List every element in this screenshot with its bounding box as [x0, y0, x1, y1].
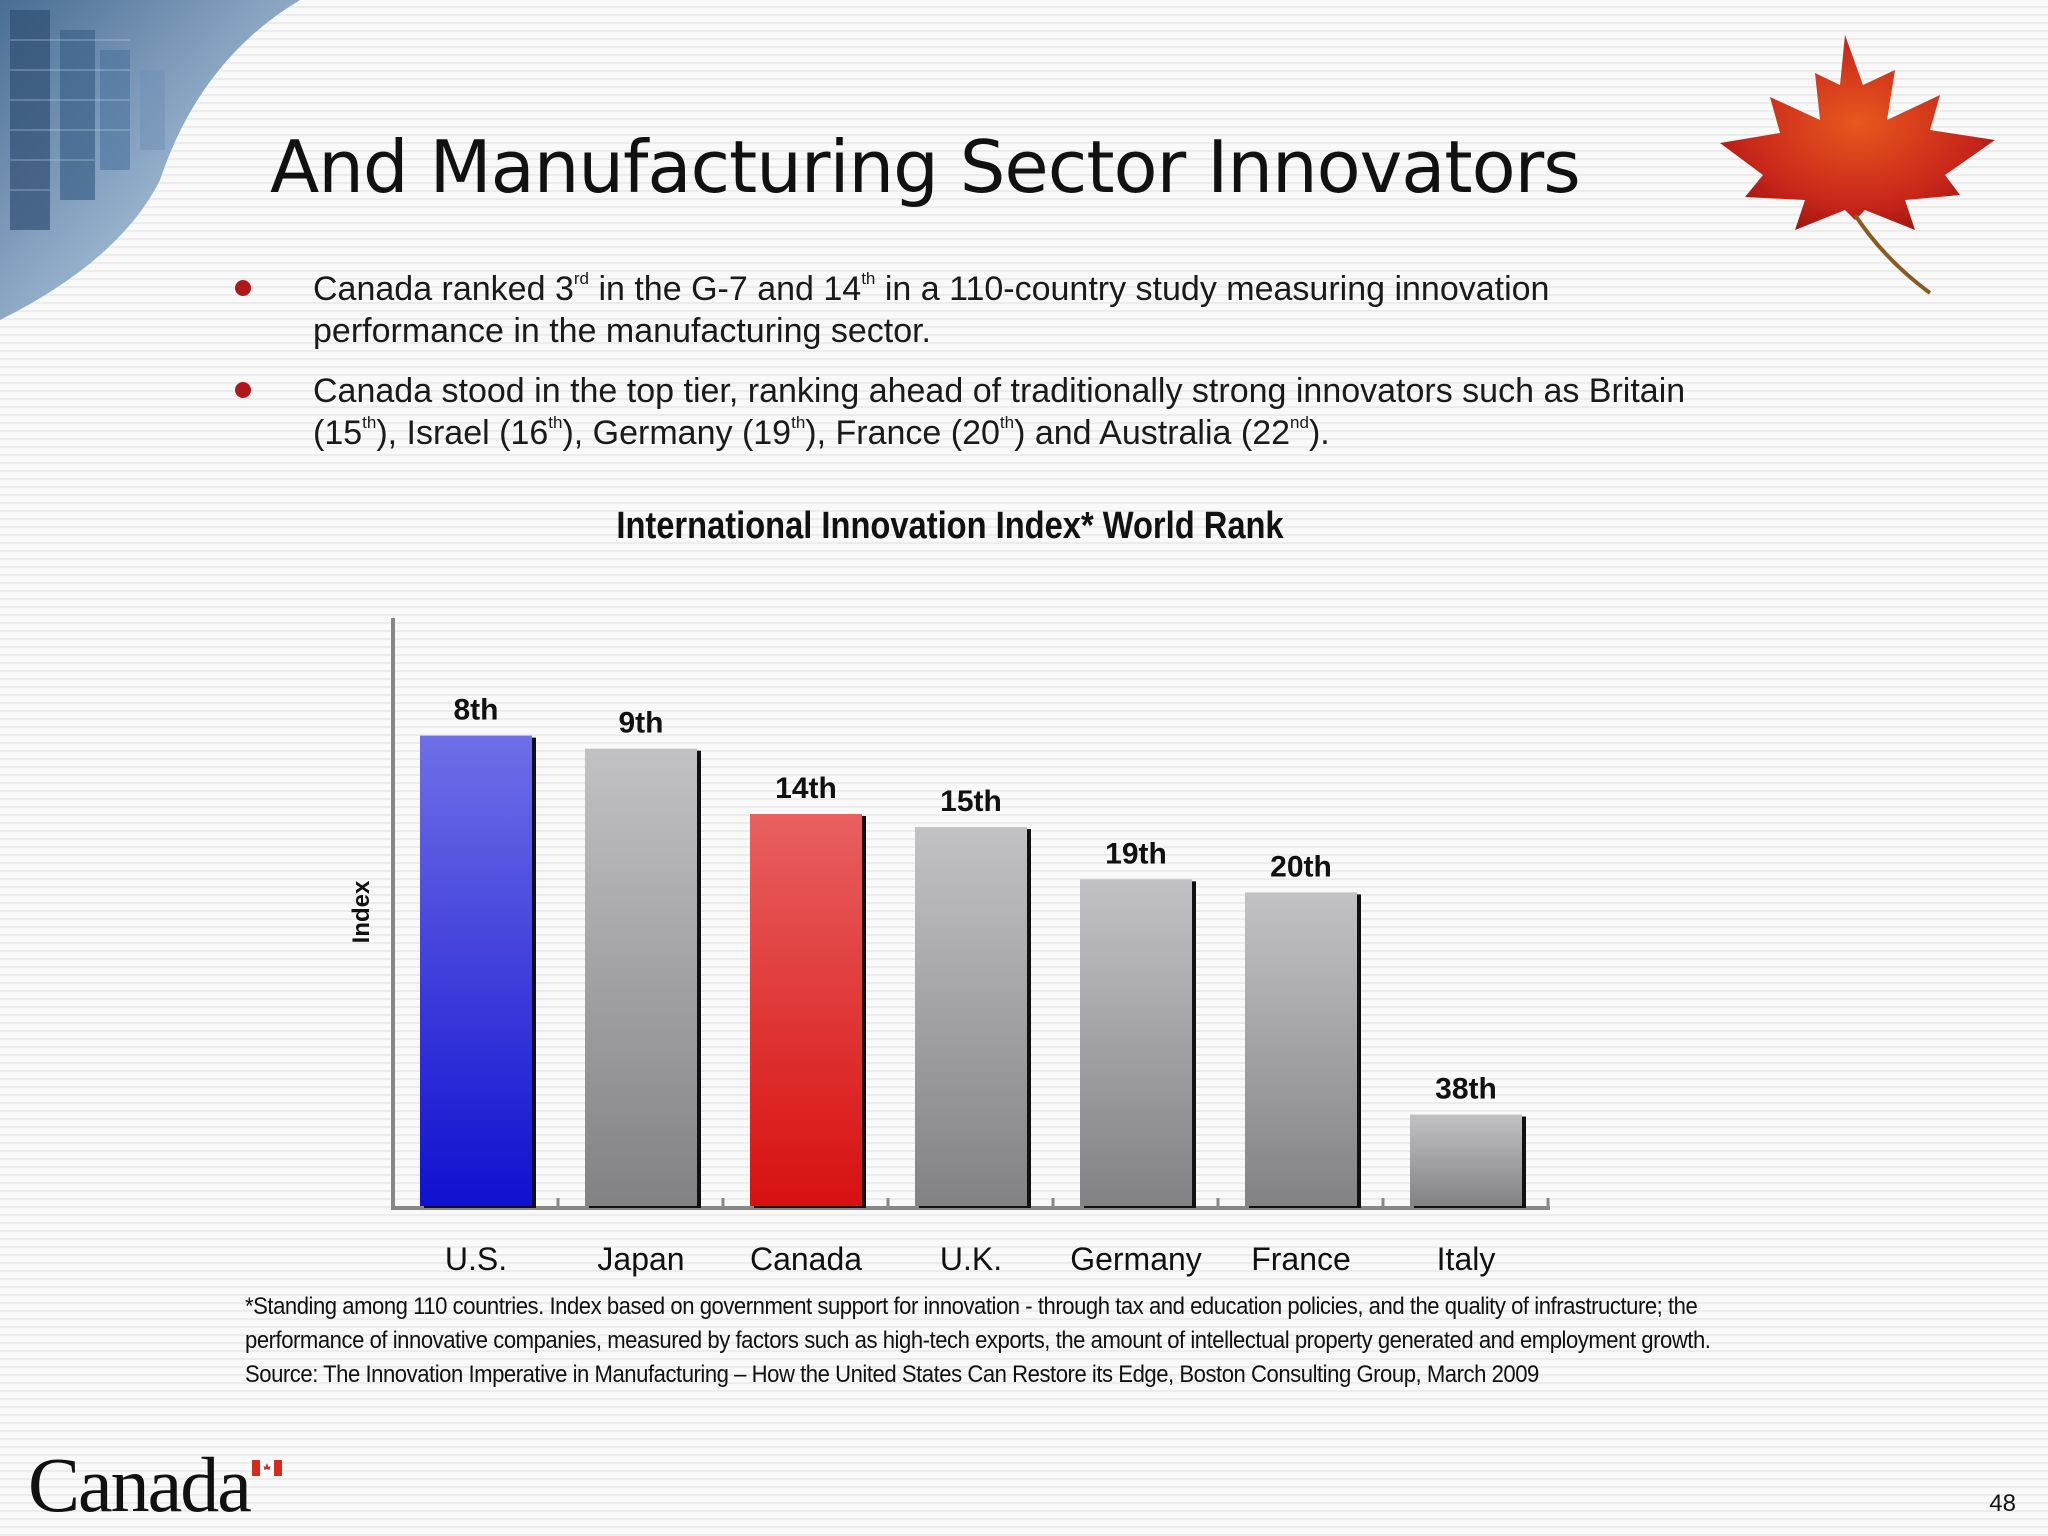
chart-title: International Innovation Index* World Ra…: [616, 504, 1284, 547]
data-label: 9th: [619, 707, 664, 740]
bullet-text: ), France (20: [805, 414, 1000, 452]
bar-series: [420, 735, 1526, 1208]
canada-wordmark-logo: Canada: [28, 1441, 252, 1528]
bullet-item: Canada stood in the top tier, ranking ah…: [230, 370, 1730, 454]
bullet-dot: [235, 382, 251, 398]
bar-canada: [750, 814, 862, 1206]
data-label: 38th: [1435, 1073, 1497, 1106]
page-number: 48: [1989, 1490, 2016, 1517]
data-label: 15th: [940, 785, 1002, 818]
bullet-text: ), Germany (19: [562, 414, 792, 452]
bar-japan: [585, 748, 697, 1206]
ordinal-suffix: th: [362, 413, 377, 432]
maple-leaf-icon: [1720, 35, 1995, 295]
data-label: 20th: [1270, 850, 1332, 883]
bullet-dot: [235, 280, 251, 296]
canada-flag-icon: [252, 1460, 282, 1476]
source-line: Source: The Innovation Imperative in Man…: [245, 1361, 1539, 1388]
bullet-text: in a 110-country study measuring innovat…: [313, 270, 1550, 350]
x-tick-label: France: [1251, 1241, 1351, 1277]
slide-title: And Manufacturing Sector Innovators: [270, 125, 1581, 209]
x-tick-label: Canada: [750, 1241, 862, 1277]
bar-italy: [1410, 1114, 1522, 1206]
bar-us: [420, 735, 532, 1206]
ordinal-suffix: nd: [1290, 413, 1309, 432]
ordinal-suffix: th: [861, 269, 876, 288]
x-tick-label: U.S.: [445, 1241, 507, 1277]
footnote-line: performance of innovative companies, mea…: [245, 1327, 1711, 1354]
bullet-text: ), Israel (16: [376, 414, 549, 452]
bar-germany: [1080, 879, 1192, 1206]
bar-uk: [915, 827, 1027, 1206]
ordinal-suffix: th: [791, 413, 806, 432]
bullet-text: ).: [1308, 414, 1330, 452]
footnote: *Standing among 110 countries. Index bas…: [245, 1290, 1717, 1392]
bullet-text: Canada stood in the top tier, ranking ah…: [313, 372, 1686, 452]
ordinal-suffix: th: [548, 413, 563, 432]
bar-france: [1245, 892, 1357, 1206]
bullet-list: Canada ranked 3rd in the G-7 and 14th in…: [230, 268, 1730, 472]
ordinal-suffix: th: [999, 413, 1015, 432]
bullet-text: in the G-7 and 14: [589, 270, 862, 308]
bullet-text: Canada ranked 3: [313, 270, 574, 308]
y-axis-label: Index: [348, 880, 375, 943]
bullet-text: ) and Australia (22: [1014, 414, 1291, 452]
data-labels: 8th 9th 14th 15th 19th 20th 38th: [454, 694, 1497, 1106]
data-label: 14th: [775, 772, 837, 805]
bullet-item: Canada ranked 3rd in the G-7 and 14th in…: [230, 268, 1730, 352]
x-tick-label: Italy: [1437, 1241, 1496, 1277]
x-axis-ticks: [556, 1198, 1550, 1208]
data-label: 19th: [1105, 837, 1167, 870]
x-tick-label: U.K.: [940, 1241, 1002, 1277]
data-label: 8th: [454, 694, 499, 727]
skyscraper-photo: [0, 0, 300, 320]
footnote-line: *Standing among 110 countries. Index bas…: [245, 1293, 1698, 1320]
x-tick-labels: U.S. Japan Canada U.K. Germany France Italy: [445, 1241, 1495, 1277]
ordinal-suffix: rd: [573, 269, 589, 288]
x-tick-label: Japan: [597, 1241, 684, 1277]
x-tick-label: Germany: [1070, 1241, 1202, 1277]
